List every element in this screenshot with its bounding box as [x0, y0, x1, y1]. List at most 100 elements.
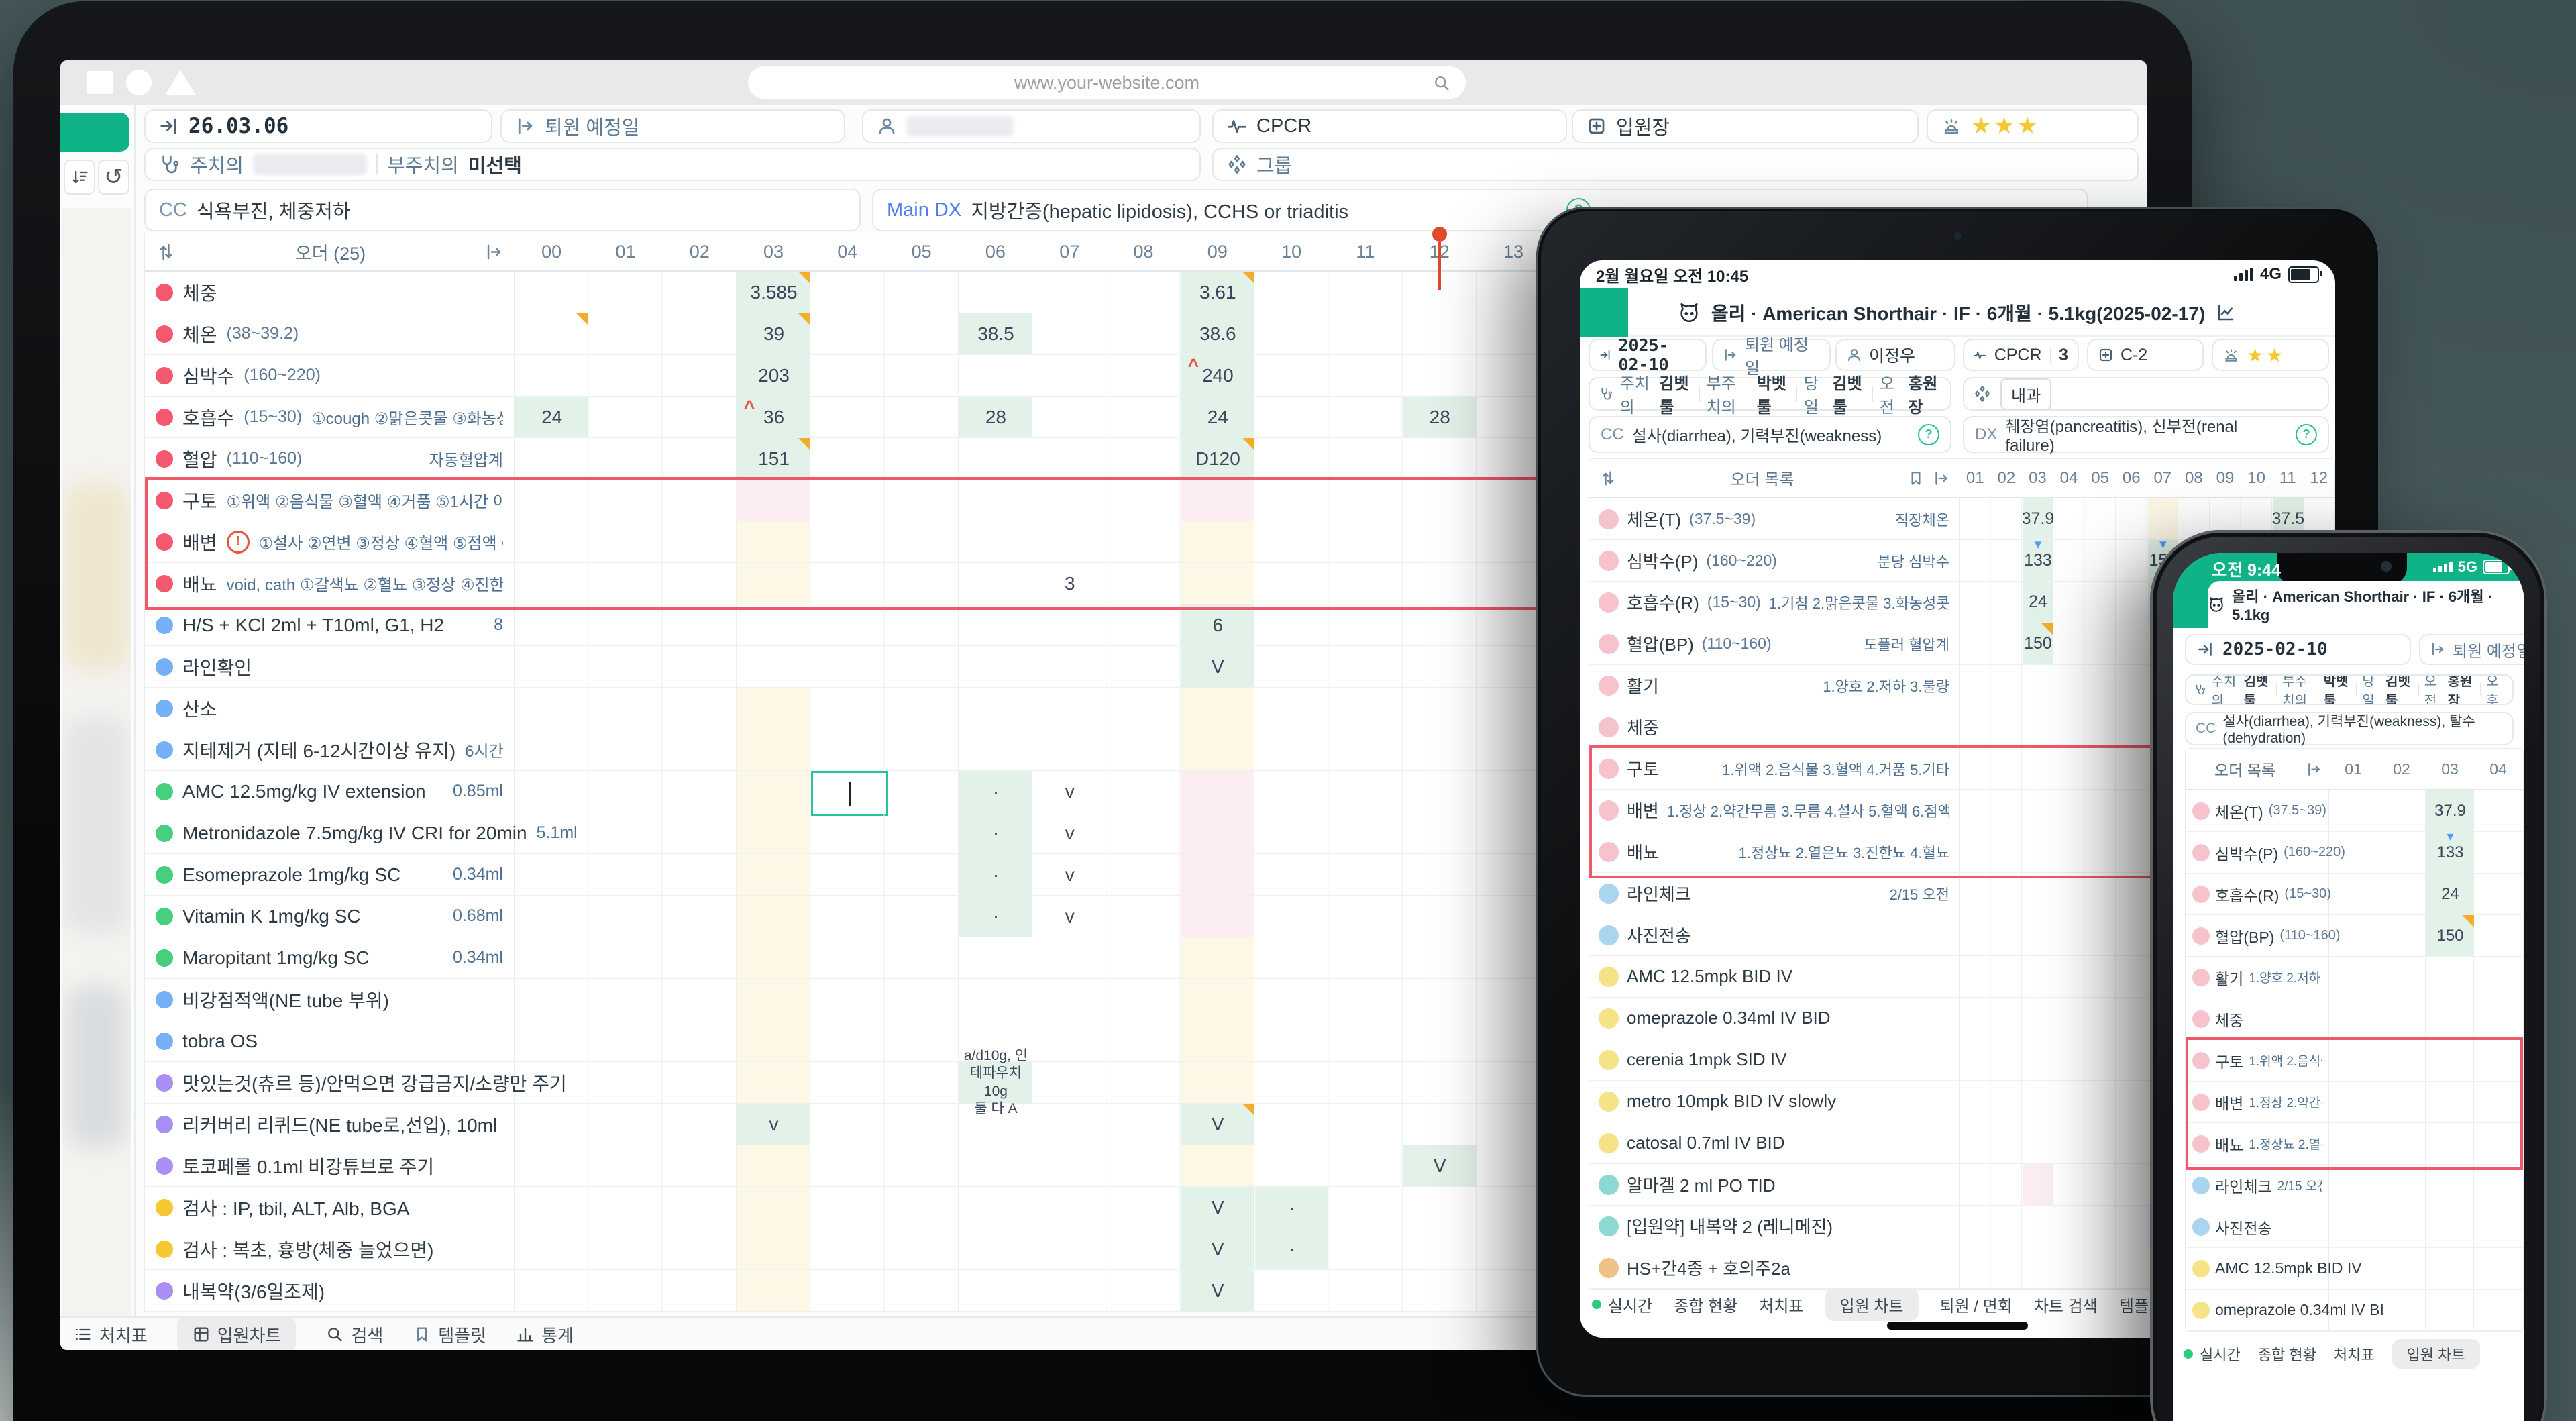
chart-cell[interactable] — [737, 937, 811, 978]
group-field[interactable]: 그룹 — [1212, 148, 2139, 181]
chart-cell[interactable]: 38.6 — [1181, 313, 1254, 354]
tab-차트검색[interactable]: 차트 검색 — [2034, 1293, 2098, 1316]
tab-퇴원면회[interactable]: 퇴원 / 면회 — [1940, 1293, 2012, 1316]
hour-col-06[interactable]: 06 — [2122, 468, 2141, 487]
row-label[interactable]: 체중 — [2186, 998, 2329, 1039]
hour-strip[interactable]: V — [515, 1270, 1551, 1311]
chart-cell[interactable] — [1181, 1145, 1254, 1186]
row-label[interactable]: AMC 12.5mpk BID IV — [2186, 1248, 2362, 1289]
hour-strip[interactable]: · v — [515, 854, 1551, 895]
hour-col-06[interactable]: 06 — [985, 242, 1006, 262]
owner-field[interactable] — [862, 109, 1201, 143]
phone-discharge-date[interactable]: 퇴원 예정일 — [2419, 634, 2524, 665]
tab-입원차트[interactable]: 입원 차트 — [1825, 1287, 1919, 1321]
hour-strip[interactable] — [515, 937, 1551, 978]
tab-종합현황[interactable]: 종합 현황 — [1674, 1293, 1737, 1316]
hour-strip[interactable] — [2329, 1206, 2523, 1247]
hour-strip[interactable]: · v — [515, 896, 1551, 937]
tab-처치표[interactable]: 처치표 — [2334, 1343, 2375, 1365]
search-icon[interactable] — [1432, 74, 1451, 93]
chart-cell[interactable]: V — [1181, 646, 1254, 687]
hour-strip[interactable]: V — [515, 1145, 1551, 1186]
hour-col-08[interactable]: 08 — [2185, 468, 2203, 487]
hour-strip[interactable] — [515, 480, 1551, 521]
chart-cell[interactable]: 38.5 — [959, 313, 1033, 354]
hour-col-03[interactable]: 03 — [2029, 468, 2047, 487]
row-label[interactable]: catosal 0.7ml IV BID — [1589, 1122, 1960, 1163]
chart-cell[interactable] — [1181, 979, 1254, 1020]
home-indicator[interactable] — [1887, 1322, 2028, 1330]
chart-cell[interactable] — [1181, 812, 1254, 853]
chart-cell[interactable]: V — [1181, 1187, 1254, 1228]
row-label[interactable]: 구토 ①위액 ②음식물 ③혈액 ④거품 ⑤1시간 이상 — [145, 480, 515, 521]
hour-strip[interactable] — [515, 1020, 1551, 1061]
hour-col-01[interactable]: 01 — [2345, 759, 2362, 778]
row-label[interactable]: 사진전송 — [2186, 1206, 2329, 1247]
window-controls[interactable] — [87, 70, 196, 95]
menu-button[interactable] — [1580, 288, 1628, 337]
chart-cell[interactable] — [1181, 480, 1254, 521]
hour-col-09[interactable]: 09 — [2216, 468, 2235, 487]
hour-col-01[interactable]: 01 — [1966, 468, 1984, 487]
row-label[interactable]: 구토 1.위액 2.음식물 3.혈액 4.거품 5.기타 — [1589, 748, 1960, 789]
row-label[interactable]: 배변 1.정상 2.약간무름 3.무름 4.설사 5.혈액 6.점액 — [1589, 790, 1960, 831]
hour-strip[interactable] — [515, 729, 1551, 770]
chart-cell[interactable]: 150 — [2426, 915, 2474, 956]
chart-cell[interactable]: 37.9 — [2426, 790, 2474, 831]
chart-cell[interactable] — [1181, 729, 1254, 770]
tablet-discharge-date[interactable]: 퇴원 예정일 — [1712, 336, 1831, 378]
row-label[interactable]: 배뇨 1.정상뇨 2.옅은뇨 3.진한뇨 4.혈뇨 — [1589, 831, 1960, 872]
row-label[interactable]: 혈압(BP) (110~160) 도플러 혈압계 — [1589, 623, 1960, 664]
chart-cell[interactable]: 28 — [959, 397, 1033, 437]
chart-cell[interactable]: v — [1033, 771, 1106, 812]
hour-col-11[interactable]: 11 — [1356, 242, 1375, 262]
chart-cell[interactable] — [1181, 521, 1254, 562]
tablet-owner-field[interactable]: 이정우 — [1835, 339, 1955, 371]
chart-cell[interactable]: · — [959, 896, 1033, 937]
hour-col-04[interactable]: 04 — [837, 242, 858, 262]
dept-chip[interactable]: 내과 — [2000, 378, 2052, 410]
chart-cell[interactable] — [811, 771, 889, 816]
chart-cell[interactable]: v — [1033, 896, 1106, 937]
hour-strip[interactable]: 39 38.5 38.6 — [515, 313, 1551, 354]
row-label[interactable]: 검사 : 복초, 흉방(체중 늘었으면) — [145, 1228, 515, 1269]
chart-cell[interactable] — [737, 729, 811, 770]
hour-strip[interactable] — [515, 521, 1551, 562]
row-label[interactable]: 검사 : IP, tbil, ALT, Alb, BGA — [145, 1187, 515, 1228]
chart-cell[interactable]: 37.9 — [2022, 498, 2054, 539]
hour-strip[interactable]: 3 — [515, 563, 1551, 604]
hour-strip[interactable] — [2329, 1248, 2523, 1289]
chart-cell[interactable]: 3.61 — [1181, 272, 1254, 313]
chart-cell[interactable]: 133 ▾ — [2426, 829, 2474, 873]
discharge-date-field[interactable]: 퇴원 예정일 — [500, 109, 845, 143]
hour-col-05[interactable]: 05 — [2091, 468, 2109, 487]
hour-strip[interactable]: 133 ▾ — [2329, 829, 2523, 873]
row-label[interactable]: tobra OS — [145, 1020, 515, 1061]
hour-col-04[interactable]: 04 — [2059, 468, 2078, 487]
row-label[interactable]: 배뇨 void, cath ①갈색뇨 ②혈뇨 ③정상 ④진한뇨 — [145, 563, 515, 604]
chart-cell[interactable]: 3.585 — [737, 272, 811, 313]
chart-cell[interactable] — [737, 688, 811, 729]
row-label[interactable]: Maropitant 1mg/kg SC 0.34ml — [145, 937, 515, 978]
chart-cell[interactable] — [2147, 498, 2179, 539]
chart-cell[interactable] — [737, 1270, 811, 1311]
chart-cell[interactable] — [737, 1020, 811, 1061]
row-label[interactable]: 배변! ①설사 ②연변 ③정상 ④혈액 ⑤점액 ⑥melena — [145, 521, 515, 562]
chart-cell[interactable]: 151 — [737, 438, 811, 479]
hour-strip[interactable]: 151 D120 — [515, 438, 1551, 479]
hour-col-12[interactable]: 12 — [2310, 468, 2328, 487]
hour-col-03[interactable]: 03 — [2441, 759, 2459, 778]
row-label[interactable]: 라인확인 — [145, 646, 515, 687]
row-label[interactable]: 체온(T) (37.5~39) 직장체온 — [1589, 498, 1960, 539]
hour-col-07[interactable]: 07 — [1059, 242, 1080, 262]
hour-strip[interactable]: · v — [515, 812, 1551, 853]
chart-cell[interactable] — [1181, 896, 1254, 937]
row-label[interactable]: omeprazole 0.34ml IV BI — [2186, 1290, 2384, 1330]
row-label[interactable]: 혈압(BP)(110~160)도플러 — [2186, 915, 2341, 956]
row-label[interactable]: cerenia 1mpk SID IV — [1589, 1039, 1960, 1080]
chart-cell[interactable]: 150 — [2023, 623, 2053, 664]
hour-col-10[interactable]: 10 — [2247, 468, 2265, 487]
row-label[interactable]: 호흡수(R)(15~30)1.기침 2 — [2186, 874, 2331, 914]
phone-cc-field[interactable]: CC 설사(diarrhea), 기력부진(weakness), 탈수(dehy… — [2185, 712, 2514, 746]
hour-strip[interactable] — [2329, 1123, 2523, 1164]
